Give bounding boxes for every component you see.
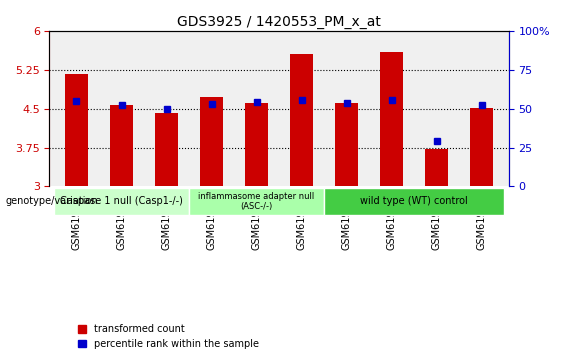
Bar — [200, 97, 223, 187]
Bar — [245, 103, 268, 187]
Bar — [471, 108, 493, 187]
Bar — [336, 103, 358, 187]
Text: Caspase 1 null (Casp1-/-): Caspase 1 null (Casp1-/-) — [60, 196, 183, 206]
Legend: transformed count, percentile rank within the sample: transformed count, percentile rank withi… — [79, 324, 259, 349]
Title: GDS3925 / 1420553_PM_x_at: GDS3925 / 1420553_PM_x_at — [177, 15, 381, 29]
Bar — [110, 105, 133, 187]
Bar — [290, 53, 313, 187]
Text: wild type (WT) control: wild type (WT) control — [360, 196, 468, 206]
Bar — [65, 74, 88, 187]
Bar — [380, 52, 403, 187]
Text: inflammasome adapter null
(ASC-/-): inflammasome adapter null (ASC-/-) — [198, 192, 315, 211]
Bar — [425, 149, 448, 187]
Text: genotype/variation: genotype/variation — [6, 196, 98, 206]
Bar — [155, 113, 178, 187]
